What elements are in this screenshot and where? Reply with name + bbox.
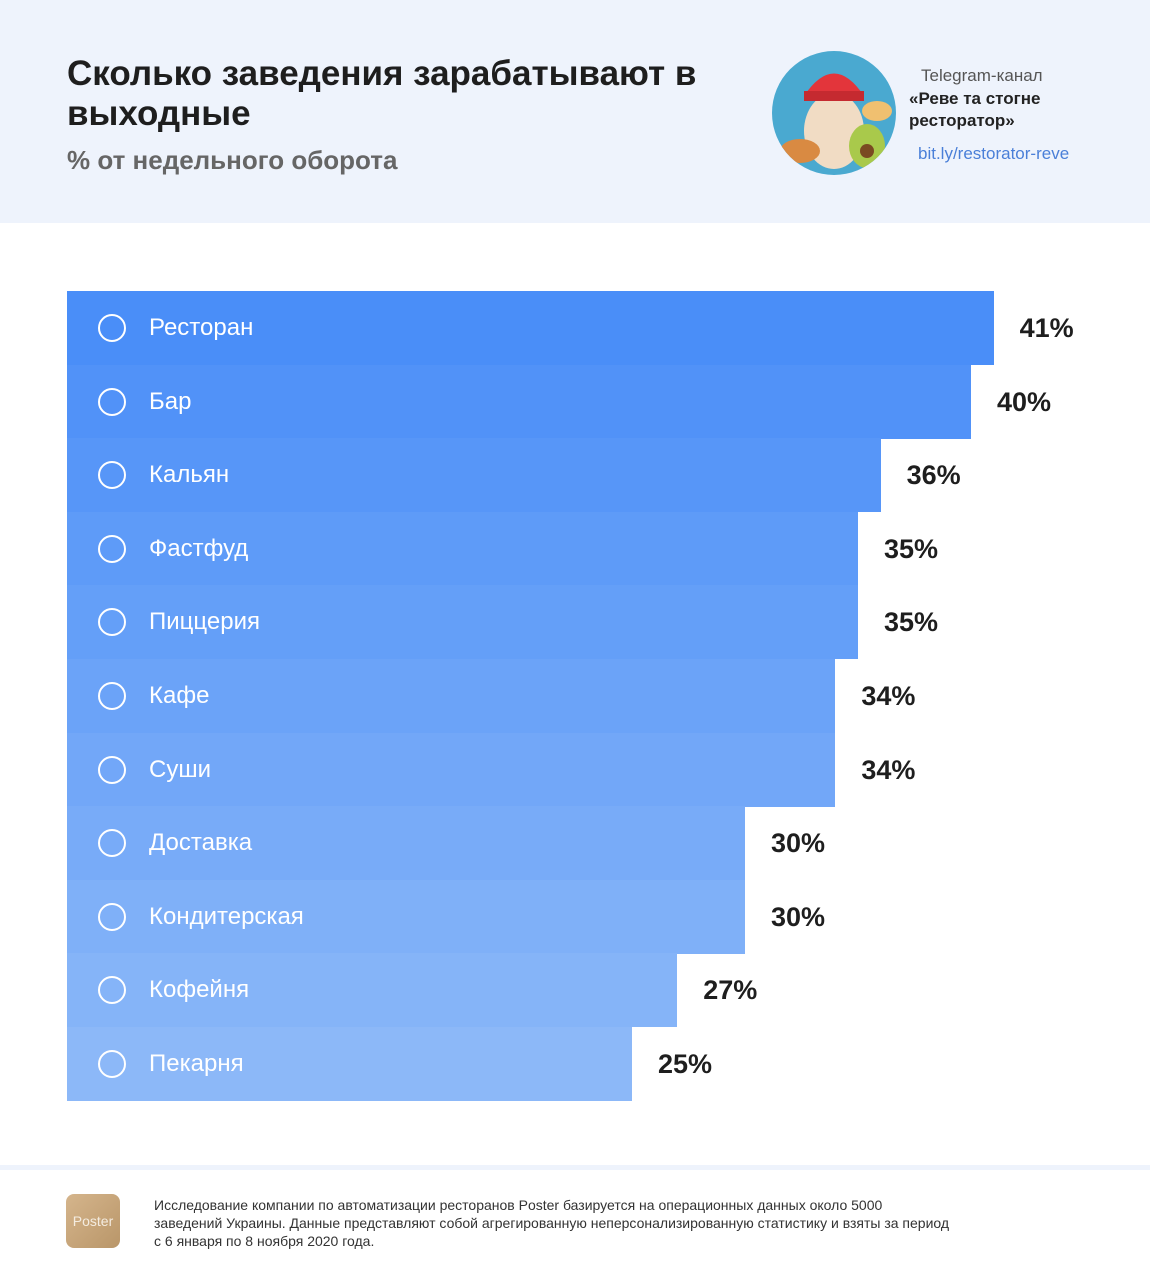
- bar-label: Кальян: [149, 461, 230, 489]
- value-label: 30%: [771, 828, 826, 859]
- pizza-icon: [92, 602, 132, 642]
- bar-5: Кафе: [67, 659, 836, 734]
- divider: [0, 1165, 1150, 1170]
- header: [0, 0, 1150, 223]
- bar-0: Ресторан: [67, 291, 994, 366]
- cupcake-icon: [92, 970, 132, 1010]
- value-label: 40%: [997, 386, 1052, 417]
- telegram-label: Telegram-канал: [921, 66, 1043, 85]
- sushi-icon: [92, 750, 132, 790]
- bar-label: Пекарня: [149, 1050, 244, 1078]
- page-subtitle: % от недельного оборота: [67, 145, 398, 175]
- bar-label: Кофейня: [149, 976, 250, 1004]
- value-label: 34%: [861, 754, 916, 785]
- footer-note: Исследование компании по автоматизации р…: [154, 1197, 950, 1249]
- bar-2: Кальян: [67, 438, 881, 513]
- page-title: Сколько заведения зарабатывают в выходны…: [67, 54, 697, 133]
- candy-icon: [92, 897, 132, 937]
- bar-label: Кафе: [149, 682, 210, 710]
- bar-label: Бар: [149, 387, 192, 415]
- value-label: 34%: [861, 681, 916, 711]
- bar-8: Кондитерская: [67, 879, 745, 954]
- wine-glass-icon: [92, 382, 132, 422]
- bar-label: Ресторан: [149, 314, 254, 342]
- truck-icon: [92, 823, 132, 863]
- fork-knife-icon: [92, 308, 132, 348]
- bar-3: Фастфуд: [67, 511, 858, 586]
- bar-label: Пиццерия: [149, 608, 260, 636]
- channel-name: «Реве та стогне ресторатор»: [909, 89, 1041, 130]
- value-label: 25%: [658, 1049, 713, 1079]
- channel-avatar: [772, 51, 896, 175]
- value-label: 30%: [771, 901, 826, 932]
- bar-label: Кондитерская: [149, 902, 304, 930]
- value-label: 41%: [1019, 313, 1074, 343]
- value-label: 35%: [884, 607, 939, 638]
- bar-label: Фастфуд: [149, 534, 249, 562]
- hookah-icon: [92, 455, 132, 495]
- bar-1: Бар: [67, 364, 971, 439]
- channel-link[interactable]: bit.ly/restorator-reve: [918, 144, 1070, 163]
- value-label: 36%: [906, 460, 961, 491]
- value-label: 35%: [884, 533, 939, 564]
- bar-10: Пекарня: [67, 1027, 632, 1102]
- value-label: 27%: [703, 975, 758, 1006]
- bar-7: Доставка: [67, 806, 745, 881]
- burger-icon: [92, 529, 132, 569]
- bar-4: Пиццерия: [67, 585, 858, 660]
- bar-label: Доставка: [149, 829, 253, 857]
- bar-6: Суши: [67, 732, 836, 807]
- coffee-cup-icon: [92, 676, 132, 716]
- bar-label: Суши: [149, 755, 211, 783]
- bar-9: Кофейня: [67, 953, 678, 1028]
- poster-logo: Poster: [66, 1194, 120, 1248]
- croissant-icon: [92, 1044, 132, 1084]
